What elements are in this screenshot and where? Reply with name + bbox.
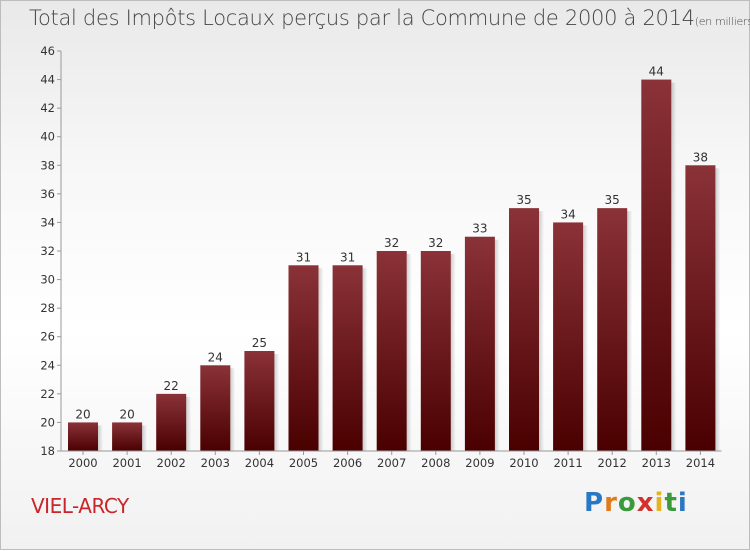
bar-value-label: 32: [428, 236, 443, 250]
x-tick-label: 2000: [68, 456, 97, 470]
x-tick-label: 2006: [333, 456, 362, 470]
bar-value-label: 31: [296, 250, 311, 264]
bar-value-label: 34: [560, 207, 575, 221]
bar-value-label: 22: [164, 379, 179, 393]
bar-2001: [112, 422, 143, 451]
bar-2008: [420, 251, 451, 451]
x-tick-label: 2012: [598, 456, 627, 470]
y-tick-label: 32: [40, 244, 55, 258]
bar-shadow: [362, 268, 368, 451]
bar-shadow: [230, 368, 236, 451]
y-tick-label: 18: [40, 444, 55, 458]
chart-title-main: Total des Impôts Locaux perçus par la Co…: [29, 6, 695, 30]
y-tick-label: 44: [40, 73, 55, 87]
bar-shadow: [98, 425, 103, 451]
bars: 20 20 22 24 25 31 31 32 32 33 35 34 35 44 38: [68, 65, 721, 452]
y-tick-label: 42: [40, 101, 55, 115]
proxiti-logo: Proxiti: [584, 488, 688, 518]
bar-value-label: 20: [119, 407, 134, 421]
x-tick-label: 2008: [421, 456, 450, 470]
x-tick-label: 2013: [642, 456, 671, 470]
bar-2007: [376, 251, 407, 451]
bar-shadow: [142, 425, 148, 451]
bar-2003: [200, 365, 231, 451]
bar-2005: [288, 265, 319, 451]
y-tick-label: 26: [40, 330, 55, 344]
x-tick-label: 2004: [245, 456, 274, 470]
y-tick-label: 36: [40, 187, 55, 201]
bar-shadow: [494, 239, 500, 451]
bar-2010: [509, 208, 539, 451]
bar-shadow: [406, 254, 412, 451]
x-tick-label: 2003: [201, 456, 230, 470]
x-tick-label: 2005: [289, 456, 318, 470]
bar-value-label: 33: [472, 222, 487, 236]
x-tick-label: 2007: [377, 456, 406, 470]
bar-2000: [68, 422, 98, 451]
bar-2013: [641, 79, 672, 452]
commune-name: VIEL-ARCY: [31, 494, 129, 518]
bar-value-label: 20: [75, 407, 90, 421]
bar-2004: [244, 351, 275, 451]
bar-shadow: [539, 211, 544, 451]
bar-value-label: 38: [693, 150, 708, 164]
bar-value-label: 25: [252, 336, 267, 350]
bar-shadow: [583, 225, 589, 451]
x-tick-label: 2010: [509, 456, 538, 470]
bar-shadow: [274, 354, 280, 451]
x-tick-label: 2014: [686, 456, 715, 470]
bar-shadow: [671, 82, 677, 452]
bar-value-label: 35: [605, 193, 620, 207]
bar-shadow: [715, 168, 721, 452]
y-tick-label: 24: [40, 358, 55, 372]
bar-shadow: [627, 211, 633, 451]
x-tick-label: 2001: [112, 456, 141, 470]
bar-value-label: 35: [516, 193, 531, 207]
bar-value-label: 24: [208, 350, 223, 364]
bar-value-label: 32: [384, 236, 399, 250]
x-tick-label: 2009: [465, 456, 494, 470]
bar-shadow: [318, 268, 324, 451]
x-tick-label: 2011: [553, 456, 582, 470]
bar-shadow: [450, 254, 456, 451]
bar-shadow: [186, 396, 192, 451]
bar-2002: [156, 393, 187, 451]
y-tick-label: 38: [40, 158, 55, 172]
x-tick-label: 2002: [157, 456, 186, 470]
y-tick-label: 40: [40, 130, 55, 144]
bar-2014: [685, 165, 716, 452]
y-tick-label: 30: [40, 273, 55, 287]
bar-2006: [332, 265, 363, 451]
bar-2009: [464, 236, 495, 451]
y-axis: 18 20 22 24 26 28 30 32 34 36 38 40 42 44 46: [40, 44, 62, 458]
chart-title: Total des Impôts Locaux perçus par la Co…: [29, 6, 750, 30]
bar-value-label: 44: [649, 65, 664, 79]
bar-2012: [597, 208, 628, 451]
y-tick-label: 22: [40, 387, 55, 401]
y-tick-label: 20: [40, 415, 55, 429]
y-tick-label: 34: [40, 215, 55, 229]
y-tick-label: 28: [40, 301, 55, 315]
chart-title-unit: (en milliers d'€): [694, 15, 750, 28]
bar-value-label: 31: [340, 250, 355, 264]
y-tick-label: 46: [40, 44, 55, 58]
x-axis: 2000 2001 2002 2003 2004 2005 2006 2007 2008 2009…: [61, 450, 722, 470]
bar-2011: [553, 222, 584, 451]
